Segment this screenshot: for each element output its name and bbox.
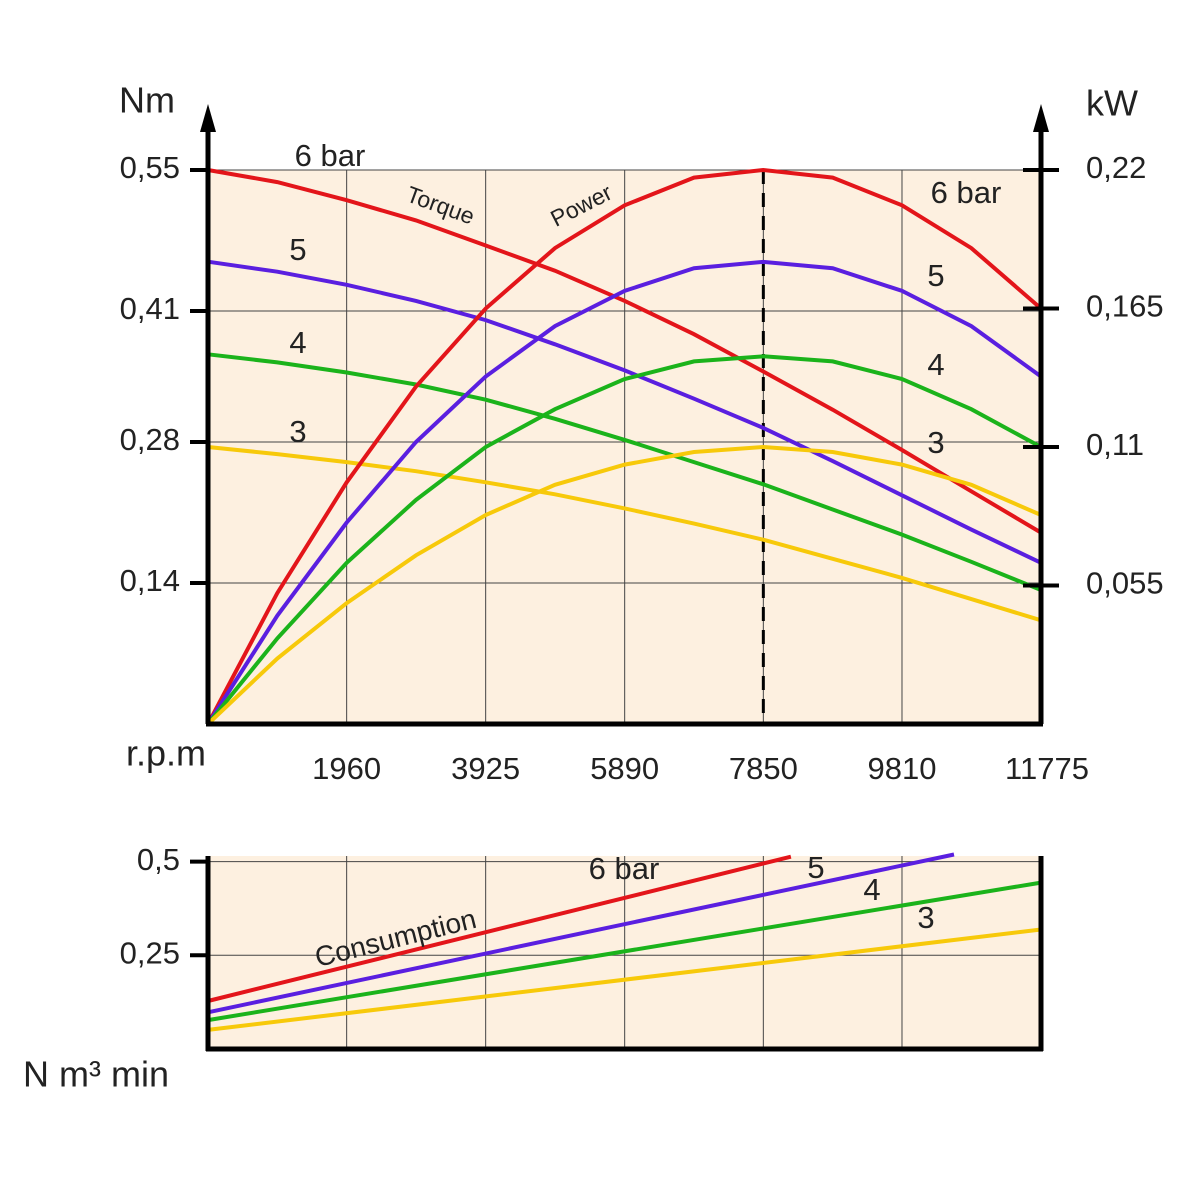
x-tick-label: 11775	[1005, 751, 1089, 786]
y2-tick-label: 0,055	[1086, 566, 1164, 601]
series-line	[206, 167, 1043, 725]
y2-tick-label: 0,22	[1086, 150, 1146, 185]
series-line	[207, 259, 1042, 565]
series-label: 5	[927, 258, 944, 293]
series-line	[207, 880, 1042, 1023]
series-label: 6 bar	[295, 138, 366, 173]
series-label: 5	[289, 232, 306, 267]
y-axis-label: Nm	[119, 80, 175, 121]
plot-area	[207, 170, 1040, 724]
series-label: 3	[289, 414, 306, 449]
series-label: 6 bar	[931, 175, 1002, 210]
series-line	[207, 927, 1042, 1032]
y-tick-label: 0,41	[120, 291, 180, 326]
x-tick-label: 7850	[729, 751, 798, 786]
axis-arrow	[1033, 104, 1049, 132]
series-label: 6 bar	[589, 851, 660, 886]
x-tick-label: 9810	[868, 751, 937, 786]
series-line	[207, 168, 1043, 535]
y-tick-label: 0,28	[120, 422, 180, 457]
y-axis-label: N m³ min	[23, 1054, 169, 1095]
series-label: 4	[863, 872, 880, 907]
series-line	[206, 259, 1043, 726]
series-label: 3	[917, 900, 934, 935]
series-line	[206, 354, 1042, 726]
y-tick-label: 0,25	[120, 935, 180, 970]
y2-tick-label: 0,11	[1086, 427, 1144, 462]
x-axis-label: r.p.m	[126, 733, 206, 774]
x-tick-label: 3925	[451, 751, 520, 786]
series-line	[207, 445, 1042, 623]
series-label: 3	[927, 425, 944, 460]
y2-tick-label: 0,165	[1086, 289, 1164, 324]
axis-arrow	[200, 104, 216, 132]
y-tick-label: 0,5	[137, 842, 180, 877]
series-line	[207, 352, 1042, 592]
x-tick-label: 1960	[312, 751, 381, 786]
y2-axis-label: kW	[1086, 83, 1138, 124]
series-line	[207, 854, 792, 1003]
series-label: 4	[927, 347, 944, 382]
series-label: 4	[289, 325, 306, 360]
series-label: 5	[807, 850, 824, 885]
series-line	[206, 444, 1042, 726]
series-line	[207, 852, 955, 1015]
y-tick-label: 0,55	[120, 150, 180, 185]
x-tick-label: 5890	[590, 751, 659, 786]
y-tick-label: 0,14	[120, 563, 180, 598]
